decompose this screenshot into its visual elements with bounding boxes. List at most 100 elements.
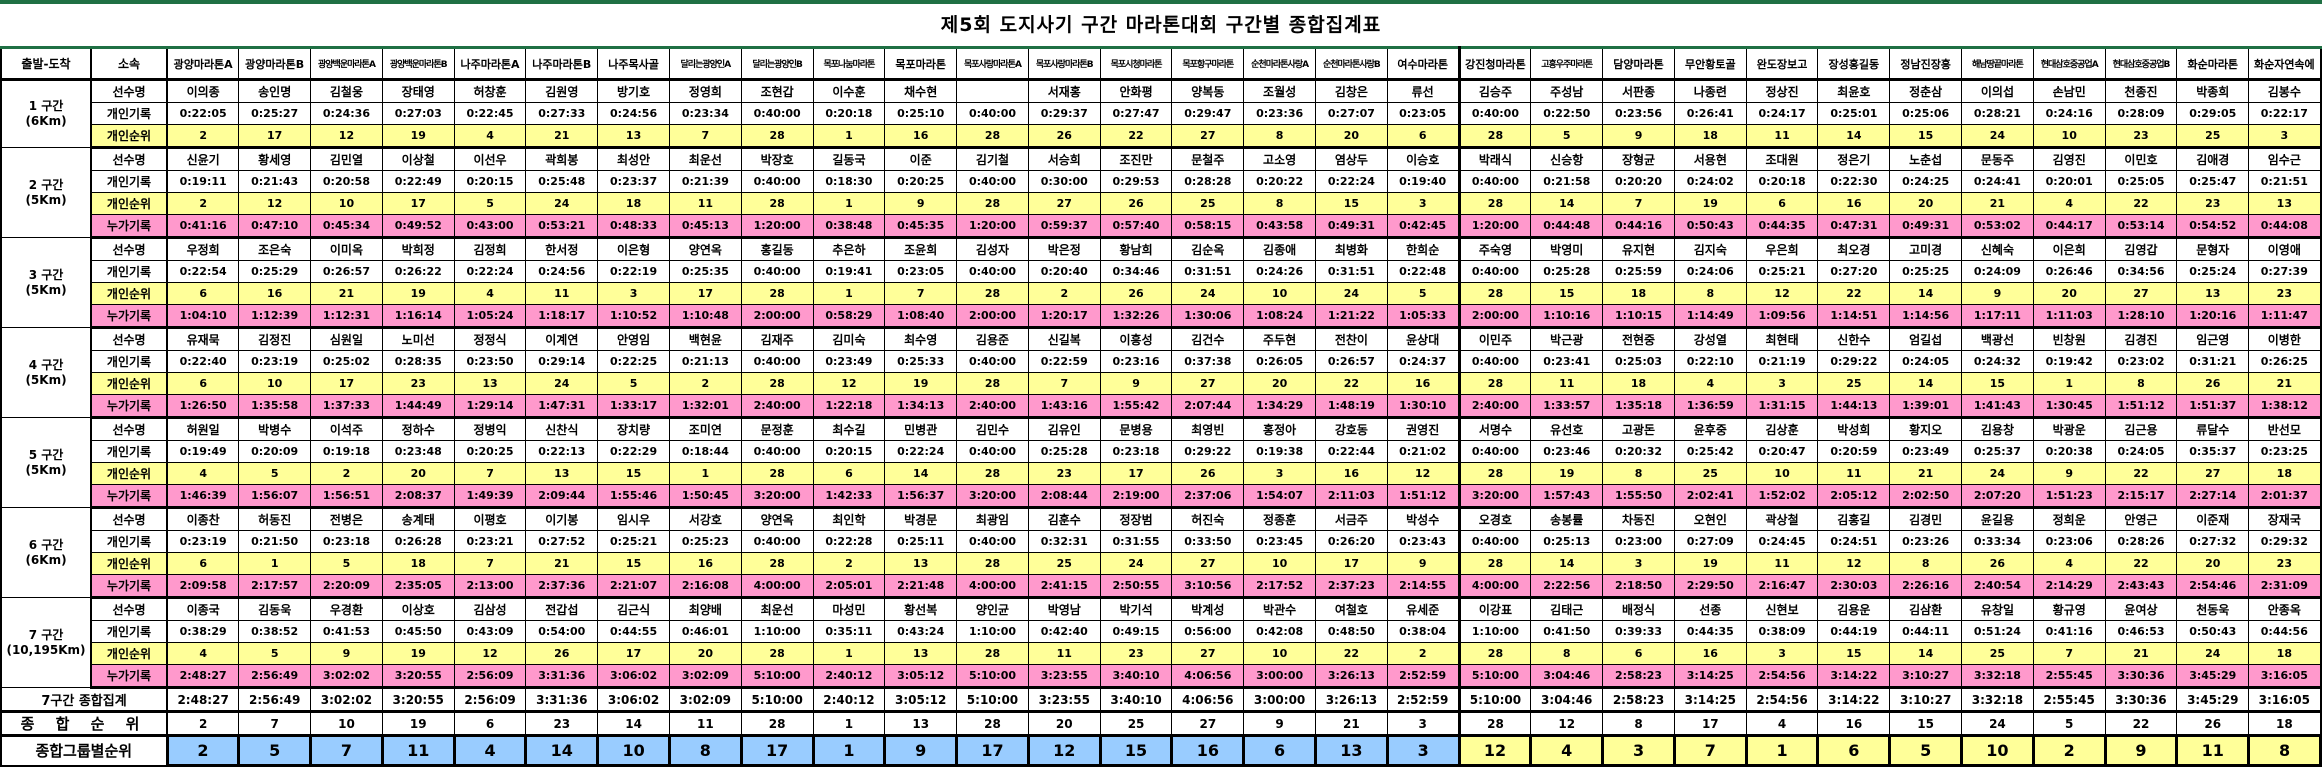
cumulative-cell: 2:00:00 xyxy=(1458,304,1532,329)
rank-cell: 21 xyxy=(1889,462,1963,485)
cumulative-cell: 2:40:00 xyxy=(1458,394,1532,419)
record-cell: 0:44:35 xyxy=(1673,620,1747,643)
athlete-name-cell: 조윤희 xyxy=(884,237,958,261)
rank-cell: 22 xyxy=(1315,642,1388,665)
cumulative-cell: 1:34:13 xyxy=(884,394,958,419)
record-cell: 0:24:37 xyxy=(1386,350,1461,373)
rank-cell: 18 xyxy=(2248,642,2321,665)
record-cell: 0:40:00 xyxy=(1458,530,1532,553)
rank-cell: 27 xyxy=(1171,642,1245,665)
record-cell: 0:20:15 xyxy=(453,170,527,193)
record-cell: 0:20:22 xyxy=(1243,170,1316,193)
cumulative-cell: 1:20:00 xyxy=(956,214,1029,239)
rank-cell: 18 xyxy=(2248,462,2321,485)
rank-cell: 9 xyxy=(2032,462,2106,485)
cumulative-cell: 1:12:31 xyxy=(310,304,383,329)
rank-cell: 28 xyxy=(740,642,814,665)
cumulative-cell: 1:36:59 xyxy=(1673,394,1747,419)
team-header-cell: 나주마라톤B xyxy=(525,47,599,81)
summary-total-cell: 3:45:29 xyxy=(2176,687,2250,713)
rank-cell: 28 xyxy=(1458,192,1532,215)
record-cell: 0:25:03 xyxy=(1602,350,1675,373)
record-cell: 0:38:29 xyxy=(166,620,240,643)
rank-cell: 10 xyxy=(1243,282,1316,305)
rank-cell: 26 xyxy=(1961,552,2034,575)
overall-rank-cell: 18 xyxy=(2248,711,2321,737)
rank-cell: 15 xyxy=(597,462,670,485)
cumulative-cell: 1:56:07 xyxy=(238,484,312,509)
record-cell: 0:33:50 xyxy=(1171,530,1245,553)
cumulative-cell: 3:32:18 xyxy=(1961,664,2034,689)
cumulative-cell: 2:35:05 xyxy=(381,574,455,599)
athlete-name-cell: 안영임 xyxy=(597,327,670,351)
overall-rank-cell: 28 xyxy=(956,711,1029,737)
athlete-name-cell: 마성민 xyxy=(812,597,886,621)
cumulative-cell: 2:52:59 xyxy=(1386,664,1461,689)
record-cell: 0:23:16 xyxy=(1099,350,1173,373)
rank-cell: 26 xyxy=(2176,372,2250,395)
cumulative-cell: 1:51:12 xyxy=(1386,484,1461,509)
athlete-name-cell: 최운선 xyxy=(740,597,814,621)
rank-cell: 22 xyxy=(2104,192,2178,215)
record-cell: 0:23:34 xyxy=(668,102,742,125)
record-cell: 0:25:28 xyxy=(1027,440,1101,463)
athlete-name-cell: 최영빈 xyxy=(1171,417,1245,441)
cumulative-cell: 2:13:00 xyxy=(453,574,527,599)
athlete-name-cell: 박성희 xyxy=(1817,417,1891,441)
athlete-name-cell: 이준 xyxy=(884,147,958,171)
overall-rank-cell: 11 xyxy=(668,711,742,737)
rank-cell: 27 xyxy=(2104,282,2178,305)
overall-rank-cell: 21 xyxy=(1315,711,1388,737)
record-cell: 0:40:00 xyxy=(1458,170,1532,193)
athlete-name-cell: 박병수 xyxy=(238,417,312,441)
overall-rank-cell: 15 xyxy=(1889,711,1963,737)
summary-total-cell: 5:10:00 xyxy=(1458,687,1532,713)
athlete-name-cell: 문동주 xyxy=(1961,147,2034,171)
team-header-cell: 장성홍길동 xyxy=(1817,47,1891,81)
athlete-name-cell: 조진만 xyxy=(1099,147,1173,171)
cumulative-cell: 2:58:23 xyxy=(1602,664,1675,689)
cumulative-cell: 2:37:36 xyxy=(525,574,599,599)
summary-total-cell: 3:31:36 xyxy=(525,687,599,713)
rank-cell: 19 xyxy=(381,642,455,665)
cumulative-cell: 1:44:13 xyxy=(1817,394,1891,419)
cumulative-cell: 3:23:55 xyxy=(1027,664,1101,689)
athlete-name-cell: 김태근 xyxy=(1530,597,1604,621)
rank-cell: 7 xyxy=(884,282,958,305)
record-cell: 0:24:17 xyxy=(1745,102,1819,125)
record-cell: 0:37:38 xyxy=(1171,350,1245,373)
rank-cell: 1 xyxy=(2032,372,2106,395)
athlete-name-cell: 전찬이 xyxy=(1315,327,1388,351)
rank-cell: 24 xyxy=(525,192,599,215)
group-rank-cell: 5 xyxy=(1888,734,1964,767)
rank-cell: 8 xyxy=(1673,282,1747,305)
rank-cell: 2 xyxy=(166,192,240,215)
cumulative-cell: 0:53:21 xyxy=(525,214,599,239)
cumulative-cell: 0:44:35 xyxy=(1745,214,1819,239)
rank-cell: 8 xyxy=(1243,192,1316,215)
record-cell: 0:25:06 xyxy=(1889,102,1963,125)
rank-cell: 17 xyxy=(1099,462,1173,485)
cumulative-cell: 3:14:25 xyxy=(1673,664,1747,689)
rank-cell: 12 xyxy=(1745,282,1819,305)
group-rank-cell: 1 xyxy=(1744,734,1820,767)
athlete-name-cell: 천종진 xyxy=(2104,79,2178,103)
summary-total-cell: 3:26:13 xyxy=(1315,687,1388,713)
cumulative-cell: 4:06:56 xyxy=(1171,664,1245,689)
team-header-cell: 목포나눔마라톤 xyxy=(812,47,886,81)
rank-cell: 5 xyxy=(453,192,527,215)
rank-cell: 28 xyxy=(1458,372,1532,395)
cumulative-cell: 1:30:45 xyxy=(2032,394,2106,419)
athlete-name-cell: 김원영 xyxy=(525,79,599,103)
cumulative-cell: 1:21:22 xyxy=(1315,304,1388,329)
summary-total-cell: 2:52:59 xyxy=(1386,687,1461,713)
athlete-name-cell: 정영희 xyxy=(668,79,742,103)
athlete-name-cell: 윤길용 xyxy=(1961,507,2034,531)
record-cell: 0:40:00 xyxy=(1458,440,1532,463)
rank-cell: 8 xyxy=(2104,372,2178,395)
athlete-name-cell: 김정희 xyxy=(453,237,527,261)
group-rank-label: 종합그룹별순위 xyxy=(0,734,168,767)
rank-cell: 9 xyxy=(1099,372,1173,395)
cumulative-cell: 1:14:49 xyxy=(1673,304,1747,329)
record-cell: 0:43:24 xyxy=(884,620,958,643)
